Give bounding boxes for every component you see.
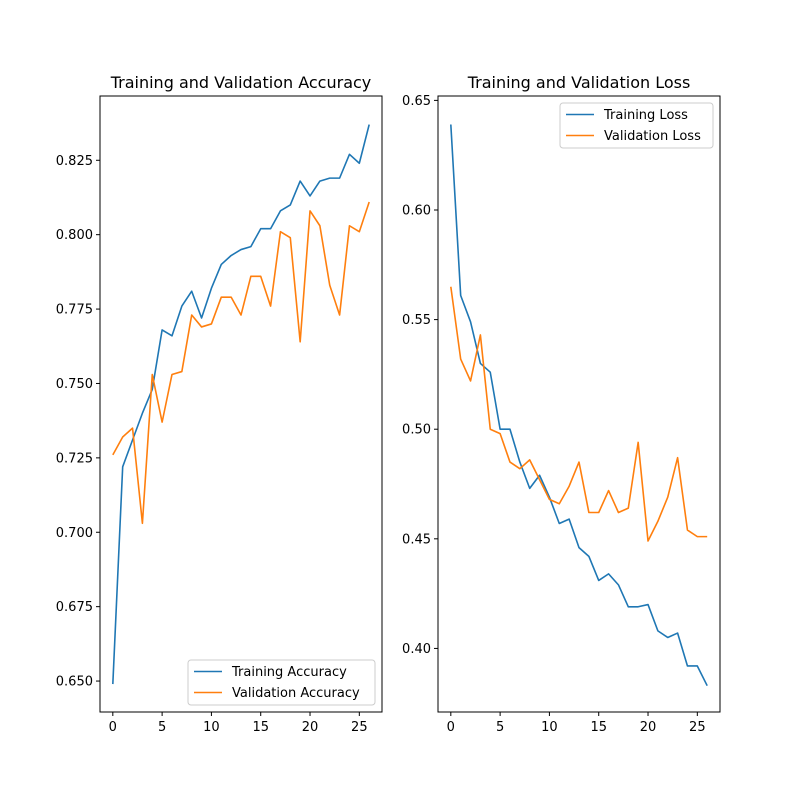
y-tick-label: 0.700 bbox=[56, 526, 93, 541]
y-tick-label: 0.40 bbox=[402, 642, 431, 657]
series-line-training-accuracy bbox=[112, 124, 370, 685]
axes-frame bbox=[437, 95, 721, 713]
y-tick-label: 0.725 bbox=[56, 451, 93, 466]
x-tick-label: 15 bbox=[590, 720, 607, 735]
y-tick-label: 0.65 bbox=[402, 94, 431, 109]
legend-label: Validation Loss bbox=[604, 129, 701, 144]
x-tick-label: 10 bbox=[541, 720, 558, 735]
chart-panel-1: Training and Validation Accuracy 0.650 0.6… bbox=[56, 73, 383, 735]
y-tick-label: 0.675 bbox=[56, 600, 93, 615]
legend-box bbox=[559, 102, 714, 149]
y-tick-label: 0.50 bbox=[402, 423, 431, 438]
y-tick-label: 0.650 bbox=[56, 675, 93, 690]
y-tick-label: 0.775 bbox=[56, 303, 93, 318]
legend-label: Training Accuracy bbox=[231, 665, 347, 680]
chart-title: Training and Validation Accuracy bbox=[110, 73, 372, 92]
series-line-training-loss bbox=[450, 124, 708, 687]
x-tick-label: 20 bbox=[640, 720, 657, 735]
x-tick-label: 5 bbox=[158, 720, 166, 735]
legend-label: Validation Accuracy bbox=[232, 686, 360, 701]
legend-label: Training Loss bbox=[603, 108, 688, 123]
x-tick-label: 0 bbox=[109, 720, 117, 735]
y-tick-label: 0.45 bbox=[402, 532, 431, 547]
x-tick-label: 0 bbox=[447, 720, 455, 735]
chart-panel-2: Training and Validation Loss 0.40 0.45 0.50… bbox=[402, 73, 721, 735]
y-tick-label: 0.750 bbox=[56, 377, 93, 392]
x-tick-label: 10 bbox=[203, 720, 220, 735]
y-tick-label: 0.825 bbox=[56, 154, 93, 169]
y-tick-label: 0.800 bbox=[56, 228, 93, 243]
x-tick-label: 25 bbox=[689, 720, 706, 735]
series-line-validation-accuracy bbox=[112, 201, 370, 525]
series-line-validation-loss bbox=[450, 286, 708, 542]
x-tick-label: 5 bbox=[496, 720, 504, 735]
x-tick-label: 20 bbox=[302, 720, 319, 735]
legend-box bbox=[187, 659, 376, 706]
chart-title: Training and Validation Loss bbox=[467, 73, 691, 92]
y-tick-label: 0.55 bbox=[402, 313, 431, 328]
y-tick-label: 0.60 bbox=[402, 203, 431, 218]
axes-frame bbox=[99, 95, 383, 713]
x-tick-label: 25 bbox=[351, 720, 368, 735]
x-tick-label: 15 bbox=[252, 720, 269, 735]
